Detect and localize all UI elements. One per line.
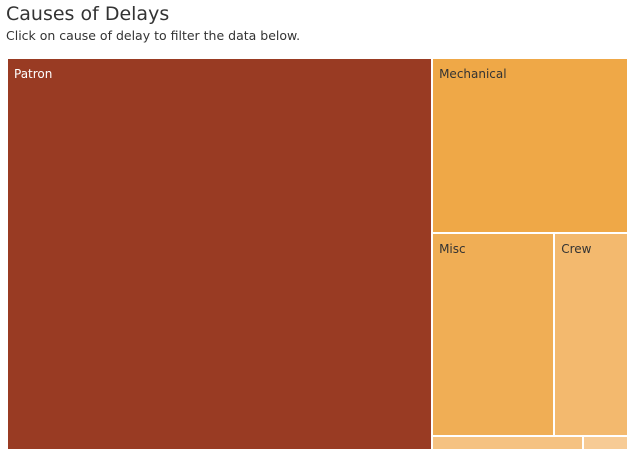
treemap-tile-other-5[interactable] xyxy=(582,436,628,450)
treemap-tile-mechanical[interactable]: Mechanical xyxy=(432,58,628,233)
chart-title: Causes of Delays xyxy=(6,3,170,25)
treemap-tile-misc[interactable]: Misc xyxy=(432,232,555,437)
treemap-tile-patron[interactable]: Patron xyxy=(7,58,433,450)
chart-subtitle: Click on cause of delay to filter the da… xyxy=(6,28,301,43)
treemap-tile-crew[interactable]: Crew xyxy=(554,232,628,437)
treemap-label-patron: Patron xyxy=(14,67,53,81)
treemap-label-misc: Misc xyxy=(439,241,466,256)
chart-header: Causes of Delays Click on cause of delay… xyxy=(6,2,626,44)
treemap-tile-other-4[interactable] xyxy=(432,436,583,450)
treemap-label-crew: Crew xyxy=(561,241,592,256)
treemap-label-mechanical: Mechanical xyxy=(439,67,507,81)
